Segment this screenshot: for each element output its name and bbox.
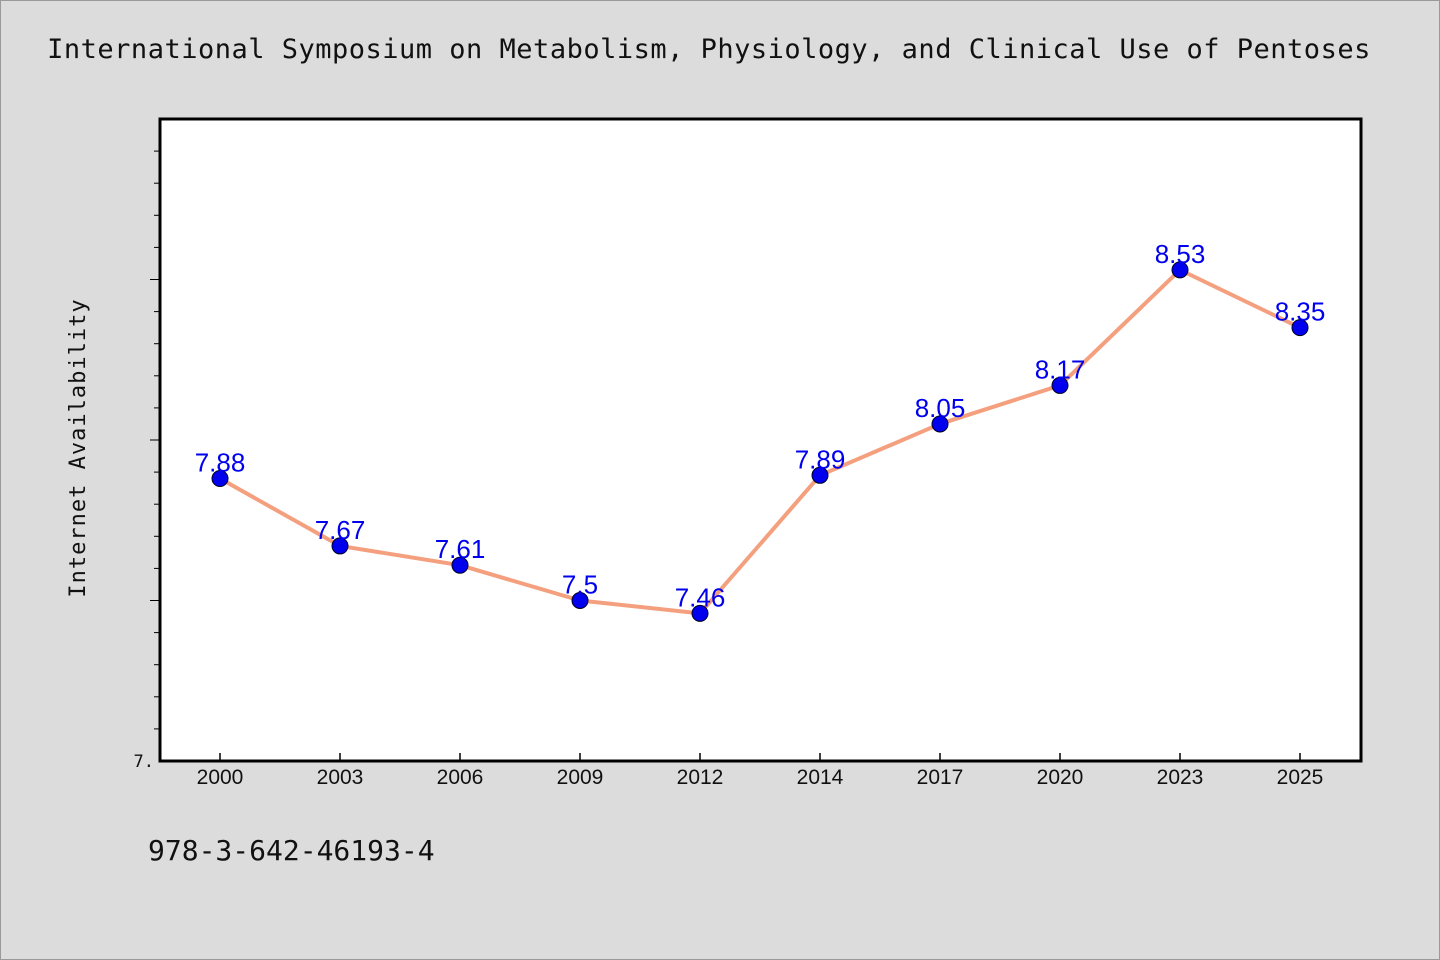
- data-point: [811, 466, 829, 484]
- x-tick-label: 2025: [1277, 766, 1324, 789]
- data-label: 7.67: [315, 515, 366, 545]
- data-point: [571, 592, 589, 609]
- data-point: [211, 470, 229, 488]
- data-label: 8.05: [915, 393, 966, 423]
- data-label: 8.17: [1035, 354, 1086, 384]
- x-tick-label: 2006: [437, 766, 484, 789]
- x-axis-ticks: 2000 2003 2006 2009 2012 2014 2017 2020 2023 2025: [197, 753, 1324, 789]
- data-point: [1291, 319, 1309, 337]
- x-tick-label: 2023: [1157, 766, 1204, 789]
- data-point: [451, 556, 469, 574]
- plot-area: [158, 117, 1363, 763]
- x-tick-label: 2017: [917, 766, 964, 789]
- data-label: 7.46: [675, 582, 726, 612]
- data-point: [931, 415, 949, 433]
- data-label: 7.61: [435, 534, 486, 564]
- series-layer: 7.88 7.67 7.61 7.5 7.46 7.89 8.05 8.17 8.53 8.35: [195, 239, 1326, 622]
- x-tick-label: 2014: [797, 766, 844, 789]
- data-label: 8.53: [1155, 239, 1206, 269]
- y-tick-label: 7.: [134, 752, 154, 772]
- x-tick-label: 2009: [557, 766, 604, 789]
- data-label: 7.89: [795, 444, 846, 474]
- series-line: [218, 267, 1302, 616]
- data-point: [1171, 261, 1189, 279]
- x-tick-label: 2000: [197, 766, 244, 789]
- x-tick-label: 2020: [1037, 766, 1084, 789]
- data-label: 8.35: [1275, 297, 1326, 327]
- x-tick-label: 2003: [317, 766, 364, 789]
- data-label: 7.5: [562, 570, 598, 600]
- chart-title: International Symposium on Metabolism, P…: [47, 34, 1371, 65]
- y-axis-label: Internet Availability: [66, 298, 91, 597]
- data-point: [1051, 376, 1069, 394]
- isbn-footer: 978-3-642-46193-4: [148, 834, 435, 867]
- data-label: 7.88: [195, 448, 246, 478]
- data-point: [331, 537, 349, 555]
- y-axis-ticks: 7.: [134, 150, 160, 772]
- x-tick-label: 2012: [677, 766, 724, 789]
- data-point: [691, 604, 709, 622]
